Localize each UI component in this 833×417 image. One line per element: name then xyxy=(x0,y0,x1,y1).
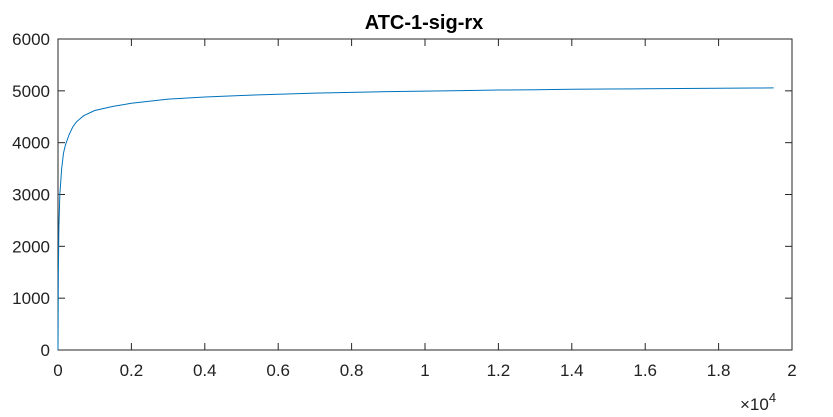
y-tick-label: 5000 xyxy=(12,82,50,101)
x-tick-label: 1.4 xyxy=(560,361,584,380)
x-axis-tick-labels: 0 0.2 0.4 0.6 0.8 1 1.2 1.4 1.6 1.8 2 xyxy=(53,361,796,380)
y-tick-label: 2000 xyxy=(12,237,50,256)
axis-ticks xyxy=(57,38,793,351)
x-tick-label: 0.8 xyxy=(340,361,364,380)
x-tick-label: 0.6 xyxy=(266,361,290,380)
chart-title: ATC-1-sig-rx xyxy=(365,12,484,34)
y-tick-label: 1000 xyxy=(12,289,50,308)
y-axis-tick-labels: 0 1000 2000 3000 4000 5000 6000 xyxy=(12,30,50,360)
data-series-line xyxy=(57,87,774,351)
x-axis-exponent-base: ×10 xyxy=(740,395,769,414)
y-tick-label: 4000 xyxy=(12,134,50,153)
plot-area xyxy=(57,38,793,351)
y-tick-label: 0 xyxy=(41,341,50,360)
x-tick-label: 1.6 xyxy=(633,361,657,380)
x-tick-label: 2 xyxy=(787,361,796,380)
y-tick-label: 3000 xyxy=(12,186,50,205)
x-axis-exponent-label: ×104 xyxy=(740,390,776,414)
x-tick-label: 0.2 xyxy=(120,361,144,380)
x-tick-label: 0.4 xyxy=(193,361,217,380)
x-tick-label: 1.2 xyxy=(487,361,511,380)
x-tick-label: 1 xyxy=(420,361,429,380)
x-axis-exponent-power: 4 xyxy=(769,390,776,405)
y-tick-label: 6000 xyxy=(12,30,50,49)
x-tick-label: 1.8 xyxy=(707,361,731,380)
x-tick-label: 0 xyxy=(53,361,62,380)
